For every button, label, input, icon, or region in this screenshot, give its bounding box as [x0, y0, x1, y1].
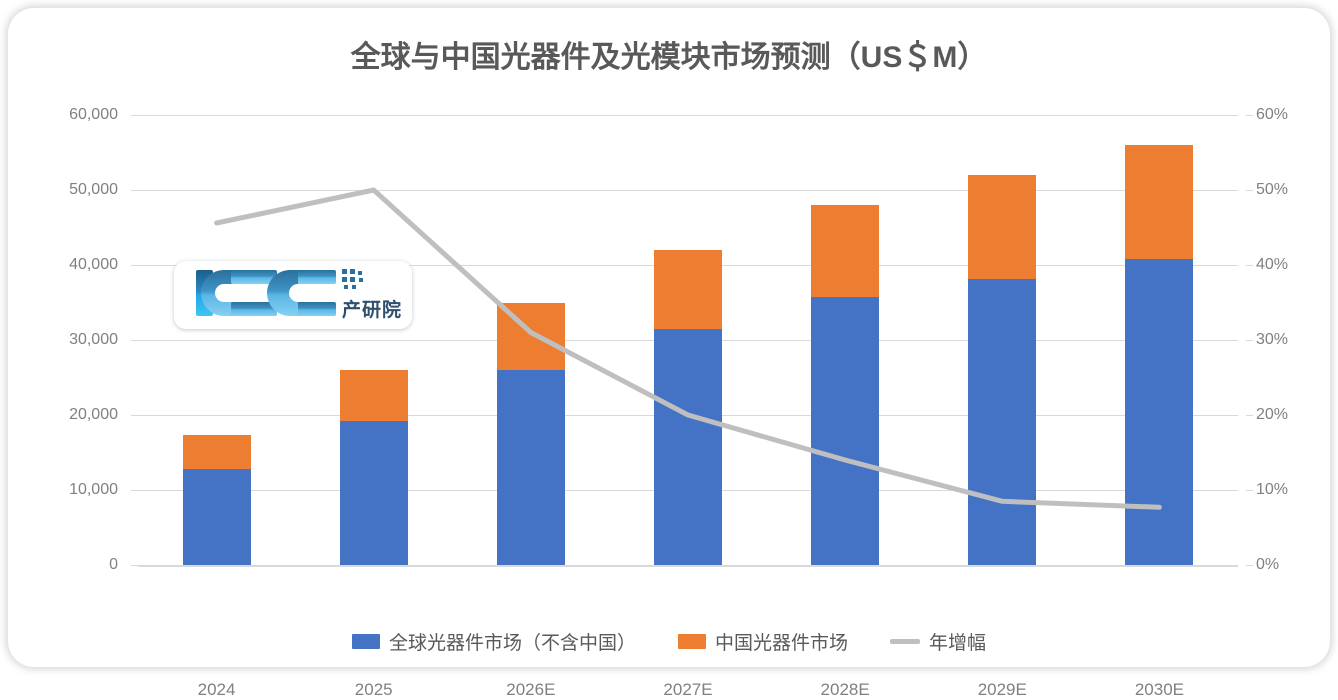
x-axis-tick-label: 2029E [977, 680, 1027, 699]
bar-segment-china[interactable] [811, 205, 880, 297]
chart-card: 全球与中国光器件及光模块市场预测（US＄M） 60,000 60% 50,000 50… [8, 8, 1330, 699]
legend-label: 全球光器件市场（不含中国） [388, 633, 636, 654]
bar-segment-global[interactable] [182, 469, 251, 565]
legend-item[interactable]: 年增幅 [890, 628, 986, 655]
y-axis-tick-label-left: 60,000 [69, 106, 118, 123]
bar-group[interactable] [811, 205, 880, 565]
y-tick-mark-right [1246, 565, 1253, 566]
y-tick-mark-right [1246, 340, 1253, 341]
y-tick-mark-left [131, 190, 138, 191]
bar-segment-global[interactable] [654, 328, 722, 565]
y-axis-tick-label-right: 40% [1256, 256, 1289, 273]
y-axis-tick-label-right: 60% [1256, 106, 1289, 123]
y-axis-tick-label-left: 0 [109, 556, 118, 573]
y-tick-mark-right [1246, 190, 1253, 191]
page-title: 全球与中国光器件及光模块市场预测（US＄M） [350, 41, 988, 74]
y-axis-tick-label-right: 20% [1256, 406, 1289, 423]
icc-watermark-logo: 产研院 [174, 261, 412, 329]
y-tick-mark-right [1246, 265, 1253, 266]
bar-segment-global[interactable] [496, 370, 565, 565]
legend-item[interactable]: 全球光器件市场（不含中国） [351, 628, 636, 655]
legend: 全球光器件市场（不含中国） 中国光器件市场 年增幅 [8, 628, 1330, 655]
y-tick-mark-left [131, 565, 138, 566]
y-axis-tick-label-left: 30,000 [69, 331, 118, 348]
y-axis-tick-label-left: 10,000 [69, 481, 118, 498]
bar-segment-china[interactable] [654, 250, 722, 329]
plot-area: 2024 2025 2026E 2027E 2028E 2029E 2030E [138, 115, 1238, 699]
bar-group[interactable] [1125, 145, 1194, 565]
y-tick-mark-left [131, 340, 138, 341]
y-axis-tick-label-right: 10% [1256, 481, 1289, 498]
legend-label: 年增幅 [929, 633, 987, 654]
bar-segment-china[interactable] [182, 434, 251, 469]
axis-baseline [138, 565, 1238, 567]
y-axis-tick-label-right: 50% [1256, 181, 1289, 198]
y-axis-tick-label-left: 50,000 [69, 181, 118, 198]
y-tick-mark-right [1246, 415, 1253, 416]
legend-label: 中国光器件市场 [714, 633, 848, 654]
icc-logo-glyph [196, 269, 363, 316]
x-axis-tick-label: 2027E [663, 680, 713, 699]
x-axis-tick-label: 2030E [1134, 680, 1184, 699]
bar-group[interactable] [968, 175, 1037, 565]
legend-color-swatch [677, 634, 706, 649]
bar-group[interactable] [182, 434, 251, 565]
y-tick-mark-right [1246, 490, 1253, 491]
x-axis-tick-label: 2028E [820, 680, 870, 699]
y-axis-tick-label-right: 30% [1256, 331, 1289, 348]
legend-color-swatch [351, 634, 380, 649]
bar-segment-global[interactable] [968, 278, 1037, 565]
legend-item[interactable]: 中国光器件市场 [677, 628, 848, 655]
x-axis-tick-label: 2026E [506, 680, 556, 699]
y-tick-mark-right [1246, 115, 1253, 116]
legend-line-swatch [890, 639, 920, 644]
y-tick-mark-left [131, 115, 138, 116]
bar-segment-global[interactable] [339, 421, 408, 565]
gridline [138, 115, 1238, 116]
bar-segment-china[interactable] [339, 370, 408, 421]
bar-segment-china[interactable] [968, 175, 1037, 279]
x-axis-tick-label: 2025 [354, 680, 393, 699]
y-tick-mark-left [131, 415, 138, 416]
y-axis-tick-label-right: 0% [1256, 556, 1280, 573]
bar-group[interactable] [339, 370, 408, 565]
bar-segment-global[interactable] [811, 296, 880, 565]
x-axis-tick-label: 2024 [197, 680, 236, 699]
y-axis-tick-label-left: 20,000 [69, 406, 118, 423]
bar-group[interactable] [654, 250, 722, 565]
bar-segment-china[interactable] [496, 302, 565, 370]
y-tick-mark-left [131, 265, 138, 266]
y-tick-mark-left [131, 490, 138, 491]
bar-segment-global[interactable] [1125, 259, 1194, 565]
icc-logo-suffix: 产研院 [341, 300, 402, 321]
y-axis-tick-label-left: 40,000 [69, 256, 118, 273]
bar-group[interactable] [496, 302, 565, 565]
bar-segment-china[interactable] [1125, 145, 1194, 259]
